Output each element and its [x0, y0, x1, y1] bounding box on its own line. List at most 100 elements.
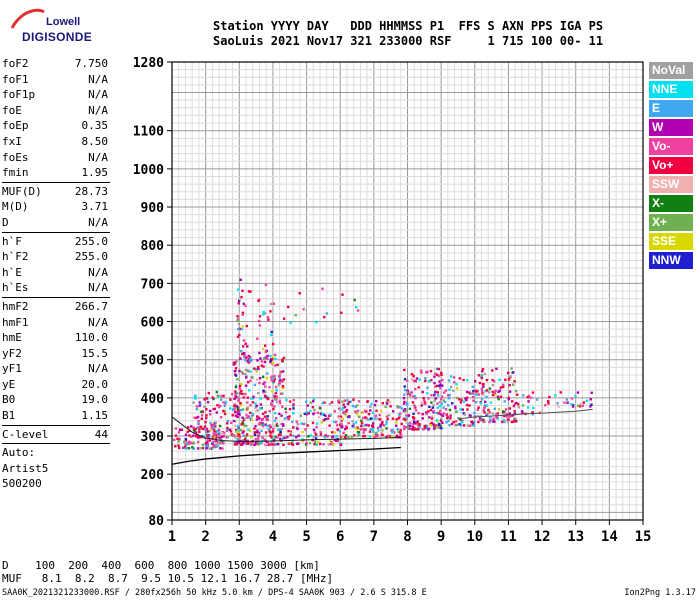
echo-point [398, 406, 402, 409]
echo-point [331, 435, 335, 438]
echo-point [503, 420, 506, 424]
param-value: N/A [88, 72, 108, 86]
distance-row: D 100 200 400 600 800 1000 1500 3000 [km… [2, 559, 320, 572]
echo-point [216, 404, 219, 407]
echo-point [212, 440, 215, 443]
echo-point [234, 405, 237, 408]
echo-point [369, 428, 373, 431]
echo-point [495, 416, 498, 419]
echo-point [425, 412, 428, 416]
echo-point [258, 381, 261, 385]
echo-point [305, 411, 308, 414]
echo-point [245, 324, 249, 328]
echo-point [275, 401, 279, 404]
echo-point [375, 434, 378, 437]
param-row-yf1: yF1 N/A [2, 361, 110, 377]
echo-point [505, 413, 509, 416]
echo-point [343, 436, 347, 439]
param-value: 255.0 [74, 234, 108, 248]
echo-point [508, 384, 511, 387]
echo-point [589, 398, 592, 401]
echo-point [385, 435, 388, 438]
echo-point [409, 392, 412, 396]
echo-point [266, 357, 269, 360]
echo-point [280, 414, 283, 417]
echo-point [521, 411, 524, 414]
echo-point [241, 431, 244, 434]
echo-point [236, 319, 239, 322]
echo-point [234, 384, 238, 387]
echo-point [483, 372, 487, 376]
echo-point [348, 401, 351, 404]
param-divider [2, 443, 110, 445]
echo-point [218, 434, 222, 438]
echo-point [275, 395, 279, 398]
echo-point [242, 434, 245, 437]
echo-point [406, 389, 409, 392]
echo-point [279, 437, 282, 441]
echo-point [215, 444, 218, 447]
echo-point [322, 419, 326, 422]
echo-point [195, 405, 199, 408]
echo-point [337, 399, 340, 402]
echo-point [423, 401, 427, 404]
echo-point [306, 424, 309, 427]
echo-point [236, 430, 239, 433]
echo-point [316, 411, 319, 414]
echo-point [512, 404, 516, 408]
echo-point [468, 424, 472, 427]
echo-point [455, 396, 459, 400]
echo-point [441, 378, 444, 382]
echo-point [271, 389, 274, 393]
echo-point [387, 434, 390, 437]
echo-point [579, 402, 583, 406]
echo-point [247, 358, 251, 361]
echo-point [201, 410, 204, 413]
echo-point [306, 404, 309, 407]
param-value: 110.0 [74, 331, 108, 345]
echo-point [259, 403, 263, 406]
echo-point [255, 370, 258, 373]
echo-point [491, 383, 495, 387]
echo-point [210, 424, 213, 427]
echo-point [480, 398, 484, 401]
echo-point [188, 440, 191, 443]
echo-point [373, 417, 377, 420]
echo-point [250, 397, 253, 400]
echo-point [363, 424, 366, 427]
echo-point [260, 364, 263, 367]
echo-point [410, 377, 413, 381]
echo-point [339, 443, 342, 446]
echo-point [488, 420, 491, 424]
echo-point [215, 441, 219, 445]
echo-point [270, 404, 273, 407]
echo-point [212, 407, 215, 411]
echo-point [424, 402, 427, 405]
echo-point [333, 410, 336, 413]
file-info: SAA0K_2021321233000.RSF / 280fx256h 50 k… [2, 588, 427, 598]
echo-point [423, 399, 426, 402]
echo-point [254, 424, 257, 428]
echo-point [231, 408, 235, 411]
echo-point [411, 416, 415, 419]
echo-point [204, 428, 208, 432]
echo-point [406, 403, 409, 406]
echo-point [448, 393, 451, 397]
echo-point [215, 445, 218, 448]
echo-point [208, 435, 211, 438]
echo-point [260, 423, 263, 426]
echo-point [472, 389, 475, 393]
echo-point [214, 441, 217, 445]
echo-point [255, 368, 258, 371]
echo-point [404, 426, 408, 429]
echo-point [230, 421, 233, 425]
echo-point [218, 396, 221, 399]
echo-point [413, 395, 416, 398]
echo-point [299, 414, 302, 417]
echo-point [234, 391, 237, 395]
echo-point [384, 405, 387, 408]
echo-point [414, 387, 417, 391]
echo-point [501, 420, 504, 424]
echo-point [265, 443, 268, 446]
echo-point [263, 394, 267, 397]
